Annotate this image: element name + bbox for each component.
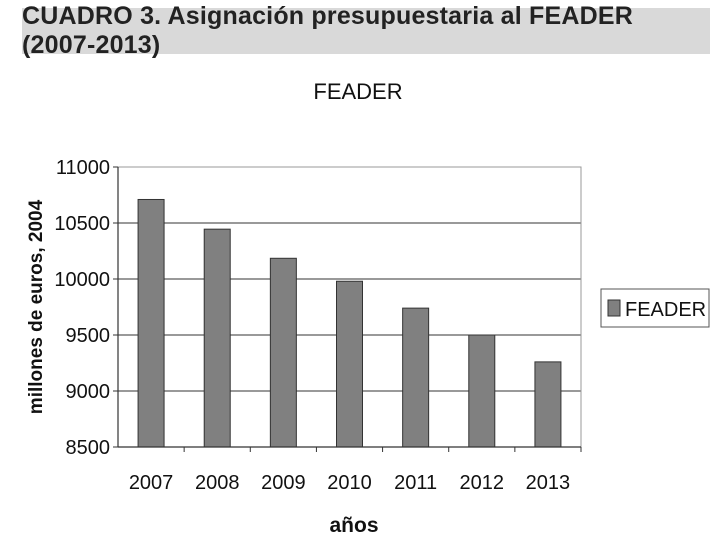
x-tick-label: 2011 (394, 472, 437, 494)
y-tick-label: 11000 (56, 157, 110, 179)
y-tick-label: 10000 (54, 269, 110, 291)
x-tick-label: 2010 (327, 472, 372, 494)
legend: FEADER (600, 288, 710, 328)
chart-title: FEADER (313, 79, 402, 104)
y-tick-label: 9500 (66, 325, 111, 347)
table-title-banner: CUADRO 3. Asignación presupuestaria al F… (22, 2, 710, 59)
x-tick-label: 2012 (460, 472, 505, 494)
y-tick-label: 9000 (66, 381, 111, 403)
bar-2009 (269, 257, 297, 448)
bar-2013 (534, 361, 562, 448)
x-tick-label: 2009 (261, 472, 306, 494)
bar-2012 (468, 334, 496, 448)
x-tick-label: 2008 (195, 472, 240, 494)
x-tick-label: 2007 (129, 472, 174, 494)
table-title: CUADRO 3. Asignación presupuestaria al F… (22, 2, 633, 59)
y-axis-label: millones de euros, 2004 (26, 199, 47, 414)
legend-swatch (607, 299, 621, 317)
x-tick-label: 2013 (526, 472, 571, 494)
x-axis-label: años (329, 514, 378, 537)
bar-2011 (402, 307, 430, 448)
y-tick-label: 8500 (66, 437, 111, 459)
y-tick-label: 10500 (54, 213, 110, 235)
bar-2010 (336, 280, 363, 448)
bar-2007 (137, 198, 165, 448)
bar-2008 (203, 228, 231, 448)
legend-label: FEADER (625, 299, 706, 321)
